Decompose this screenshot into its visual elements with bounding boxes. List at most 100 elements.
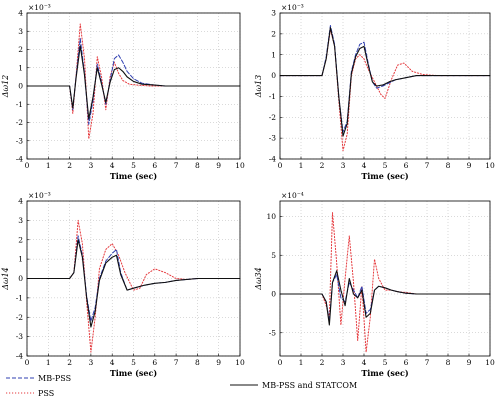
y-tick-label: 3 [18, 216, 23, 225]
x-tick-label: 2 [67, 358, 72, 367]
y-tick-label: 10 [266, 212, 276, 221]
x-tick-label: 9 [216, 161, 221, 170]
y-tick-label: 4 [18, 197, 23, 206]
x-tick-label: 10 [485, 161, 495, 170]
y-tick-label: -2 [16, 313, 24, 322]
y-tick-label: 2 [18, 45, 23, 54]
axis-scale-note: ×10⁻⁴ [281, 191, 304, 200]
x-tick-label: 6 [152, 161, 157, 170]
x-tick-label: 1 [299, 358, 304, 367]
x-tick-label: 7 [174, 161, 179, 170]
x-tick-label: 9 [467, 358, 472, 367]
y-tick-label: -2 [269, 113, 277, 122]
y-tick-label: -1 [269, 92, 276, 101]
axis-scale-note: ×10⁻³ [281, 3, 304, 12]
series-line-mb-pss-and-statcom [26, 239, 241, 328]
x-tick-label: 2 [67, 161, 72, 170]
x-tick-label: 4 [362, 161, 367, 170]
legend: MB-PSS PSS MB-PSS and STATCOM [6, 374, 357, 398]
y-tick-label: 3 [271, 9, 276, 18]
x-tick-label: 7 [174, 358, 179, 367]
y-tick-label: -3 [16, 136, 24, 145]
x-tick-label: 0 [25, 358, 30, 367]
y-tick-label: 1 [18, 63, 23, 72]
x-tick-label: 3 [89, 358, 94, 367]
y-axis-label: Δω12 [1, 75, 10, 98]
axis-scale-note: ×10⁻³ [28, 191, 51, 200]
x-tick-label: 9 [216, 358, 221, 367]
y-tick-label: 2 [18, 235, 23, 244]
x-tick-label: 7 [425, 161, 430, 170]
x-tick-label: 4 [110, 161, 115, 170]
x-tick-label: 10 [485, 358, 495, 367]
x-tick-label: 5 [383, 161, 388, 170]
x-tick-label: 2 [320, 358, 325, 367]
y-tick-label: 3 [18, 27, 23, 36]
x-tick-label: 8 [446, 161, 451, 170]
x-tick-label: 8 [195, 358, 200, 367]
x-tick-label: 8 [446, 358, 451, 367]
axis-scale-note: ×10⁻³ [28, 3, 51, 12]
y-tick-label: -3 [269, 134, 277, 143]
series-line-pss [279, 29, 491, 152]
x-tick-label: 6 [152, 358, 157, 367]
y-tick-label: 1 [18, 255, 23, 264]
x-tick-label: 6 [404, 358, 409, 367]
x-tick-label: 1 [46, 358, 51, 367]
x-tick-label: 9 [467, 161, 472, 170]
x-tick-label: 0 [278, 161, 283, 170]
y-tick-label: -4 [16, 352, 24, 361]
x-axis-label: Time (sec) [110, 171, 158, 181]
x-tick-label: 4 [110, 358, 115, 367]
y-tick-label: 0 [18, 274, 23, 283]
x-tick-label: 5 [383, 358, 388, 367]
y-tick-label: -4 [16, 155, 24, 164]
x-tick-label: 3 [89, 161, 94, 170]
x-tick-label: 6 [404, 161, 409, 170]
series-line-mb-pss-and-statcom [279, 270, 491, 326]
y-tick-label: 0 [271, 290, 276, 299]
x-tick-label: 0 [278, 358, 283, 367]
x-tick-label: 1 [299, 161, 304, 170]
x-tick-label: 5 [131, 358, 136, 367]
x-axis-label: Time (sec) [110, 368, 158, 378]
y-tick-label: -1 [16, 293, 23, 302]
x-axis-label: Time (sec) [361, 171, 409, 181]
y-tick-label: -1 [16, 100, 23, 109]
series-line-pss [26, 219, 241, 353]
x-tick-label: 10 [235, 161, 245, 170]
y-tick-label: 0 [18, 82, 23, 91]
y-axis-label: Δω14 [1, 267, 10, 290]
series-line-mb-pss-and-statcom [279, 27, 491, 137]
x-tick-label: 3 [341, 358, 346, 367]
y-tick-label: -4 [269, 155, 277, 164]
x-tick-label: 8 [195, 161, 200, 170]
chart-panel-4: 0 1 2 3 4 5 6 7 8 9 10 10 5 0 -5 ×10⁻⁴ Time (sec) Δω34 [254, 191, 495, 378]
x-tick-label: 10 [235, 358, 245, 367]
y-tick-label: -3 [16, 332, 24, 341]
y-tick-label: 2 [271, 29, 276, 38]
y-tick-label: 1 [271, 50, 276, 59]
x-tick-label: 2 [320, 161, 325, 170]
y-tick-label: 4 [18, 9, 23, 18]
x-tick-label: 3 [341, 161, 346, 170]
x-tick-label: 1 [46, 161, 51, 170]
x-tick-label: 4 [362, 358, 367, 367]
x-tick-label: 5 [131, 161, 136, 170]
y-axis-label: Δω13 [254, 75, 263, 98]
series-line-mb-pss-and-statcom [26, 45, 241, 120]
y-axis-label: Δω34 [254, 267, 263, 290]
legend-label: MB-PSS [38, 374, 71, 383]
y-tick-label: -2 [16, 118, 24, 127]
x-axis-label: Time (sec) [361, 368, 409, 378]
y-tick-label: -5 [269, 328, 277, 337]
x-tick-label: 0 [25, 161, 30, 170]
x-tick-label: 7 [425, 358, 430, 367]
y-tick-label: 5 [271, 251, 276, 260]
legend-label: MB-PSS and STATCOM [262, 381, 357, 390]
y-tick-label: 0 [271, 71, 276, 80]
